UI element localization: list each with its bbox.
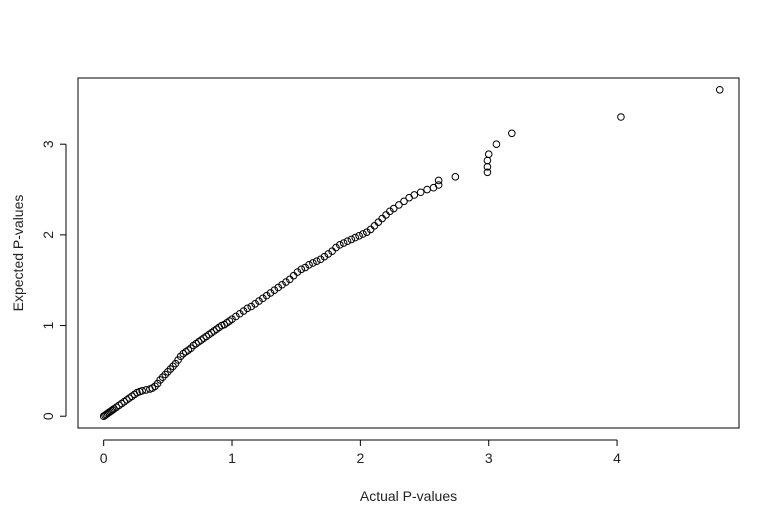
- data-point: [434, 176, 443, 185]
- data-point: [362, 228, 371, 236]
- x-tick-label: 2: [356, 450, 364, 466]
- data-point: [351, 233, 360, 242]
- x-axis: 0 1 2 3 4: [100, 439, 621, 466]
- y-tick-label: 1: [40, 321, 56, 329]
- data-point: [270, 286, 279, 294]
- data-point: [320, 252, 329, 261]
- data-point: [176, 352, 185, 361]
- y-tick-label: 0: [40, 412, 56, 420]
- data-point: [483, 168, 492, 177]
- data-point: [239, 307, 248, 315]
- data-point: [343, 237, 352, 246]
- data-point: [161, 370, 170, 379]
- data-point: [332, 243, 340, 252]
- data-point: [235, 309, 244, 318]
- data-point: [508, 129, 516, 138]
- data-point: [410, 191, 419, 199]
- x-tick-label: 0: [100, 450, 108, 466]
- x-tick-label: 4: [613, 450, 621, 466]
- data-point: [164, 367, 172, 376]
- data-point: [423, 185, 431, 194]
- data-point: [395, 201, 403, 209]
- data-point: [243, 304, 252, 313]
- data-point: [339, 239, 348, 247]
- x-axis-title: Actual P-values: [360, 488, 457, 504]
- data-point: [355, 231, 363, 240]
- data-point: [255, 297, 263, 305]
- data-point: [316, 255, 325, 264]
- data-point: [228, 315, 236, 323]
- data-point: [297, 265, 306, 274]
- plot-frame: [77, 77, 740, 429]
- data-point: [274, 283, 283, 292]
- data-point: [158, 373, 167, 382]
- data-point: [382, 211, 390, 219]
- data-point: [169, 362, 177, 371]
- y-axis: 0 1 2 3: [40, 140, 67, 420]
- data-point: [305, 260, 313, 269]
- data-point: [282, 278, 290, 286]
- data-point: [312, 257, 321, 265]
- data-point: [156, 376, 164, 384]
- data-point: [187, 344, 195, 353]
- data-point: [359, 230, 367, 238]
- data-point: [289, 271, 298, 280]
- data-point: [386, 207, 394, 216]
- data-point: [715, 85, 724, 94]
- data-point: [262, 291, 271, 300]
- data-point: [336, 241, 344, 249]
- data-point: [232, 312, 240, 321]
- data-point: [374, 218, 383, 226]
- data-point: [266, 289, 275, 297]
- y-tick-label: 2: [40, 231, 56, 239]
- data-point: [151, 382, 159, 391]
- data-point: [370, 222, 379, 230]
- data-point: [451, 173, 460, 181]
- data-point: [247, 302, 256, 311]
- data-point: [324, 250, 333, 258]
- data-point: [259, 294, 267, 303]
- data-point: [166, 365, 175, 373]
- data-point: [416, 188, 425, 197]
- y-axis-title: Expected P-values: [10, 195, 26, 312]
- data-point: [400, 197, 408, 206]
- data-point: [484, 150, 493, 158]
- data-point: [492, 140, 501, 148]
- data-point: [108, 406, 117, 414]
- data-point: [347, 235, 356, 244]
- data-point: [251, 299, 259, 308]
- data-point: [389, 204, 398, 213]
- data-point: [378, 214, 386, 223]
- data-point: [434, 181, 443, 189]
- data-point: [617, 113, 625, 121]
- y-tick-label: 3: [40, 140, 56, 148]
- data-point: [309, 259, 317, 267]
- data-point: [301, 263, 309, 272]
- data-point: [138, 387, 146, 395]
- data-point: [278, 280, 286, 289]
- x-tick-label: 1: [228, 450, 236, 466]
- data-point: [293, 268, 302, 276]
- x-tick-label: 3: [485, 450, 493, 466]
- points-layer: [99, 85, 724, 421]
- data-point: [483, 156, 492, 165]
